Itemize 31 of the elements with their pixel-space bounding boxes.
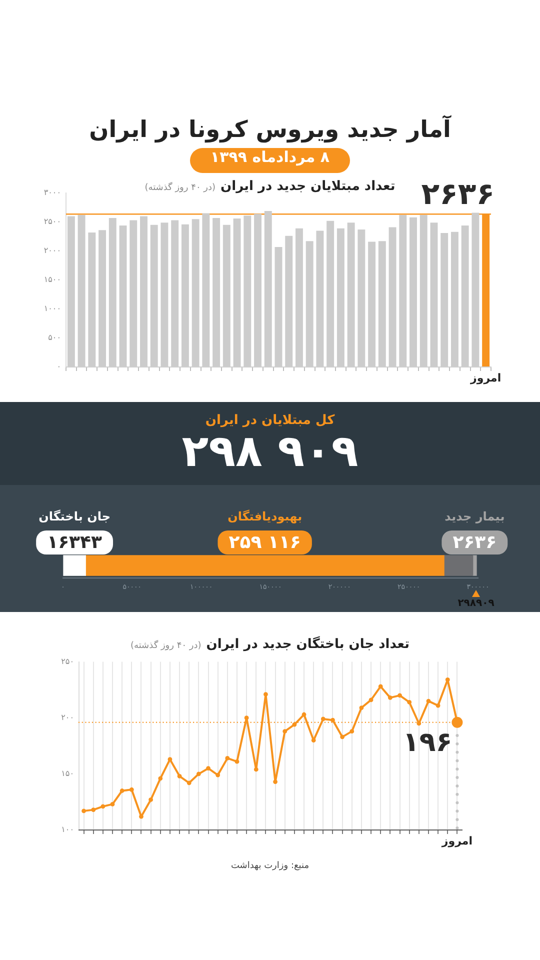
x-tick-label: امروز bbox=[440, 834, 473, 848]
data-label: ۲۵۹ ۱۱۶ bbox=[228, 532, 301, 554]
text: آمار جدید ویروس کرونا در ایران bbox=[89, 115, 451, 145]
y-tick-label: ۱۰۰۰ bbox=[44, 304, 61, 314]
y-tick-label: ۲۵۰ bbox=[61, 656, 74, 666]
data-label: ۲۶۳۶ bbox=[421, 176, 495, 212]
y-tick-label: ۳۰۰۰ bbox=[44, 188, 61, 198]
chart-title: کل مبتلایان در ایران bbox=[205, 413, 335, 429]
chart-subtitle: (در ۴۰ روز گذشته) bbox=[130, 639, 202, 653]
chart-title: تعداد مبتلایان جدید در ایران bbox=[220, 179, 396, 195]
data-label: ۱۶۳۴۳ bbox=[47, 532, 102, 554]
y-tick-label: ۱۵۰۰ bbox=[44, 275, 61, 284]
y-tick-label: ۱۰۰ bbox=[61, 825, 74, 834]
y-tick-label: ۲۵۰۰ bbox=[44, 217, 61, 226]
x-tick-label: امروز bbox=[470, 371, 502, 384]
text: جان باختگان bbox=[38, 510, 110, 524]
text: ۸ مردادماه ۱۳۹۹ bbox=[190, 148, 350, 173]
y-tick-label: ۰ bbox=[56, 362, 61, 372]
total-label: ۲۹۸ ۹۰۹ bbox=[182, 426, 358, 477]
y-tick-label: ۱۵۰ bbox=[61, 769, 74, 778]
text: بیمار جدید bbox=[444, 510, 505, 524]
chart-subtitle: (در ۴۰ روز گذشته) bbox=[144, 181, 216, 195]
data-label: ۲۶۳۶ bbox=[452, 532, 497, 554]
data-label: ۱۹۶ bbox=[402, 726, 452, 758]
text: بهبودیافتگان bbox=[228, 510, 302, 524]
y-tick-label: ۲۰۰۰ bbox=[44, 246, 61, 256]
text: ۲۹۸۹۰۹ bbox=[458, 598, 494, 610]
y-tick-label: ۲۰۰ bbox=[61, 712, 74, 722]
chart-title: تعداد جان باختگان جدید در ایران bbox=[206, 637, 410, 653]
text: منبع: وزارت بهداشت bbox=[230, 860, 310, 872]
y-tick-label: ۵۰۰ bbox=[48, 333, 61, 342]
